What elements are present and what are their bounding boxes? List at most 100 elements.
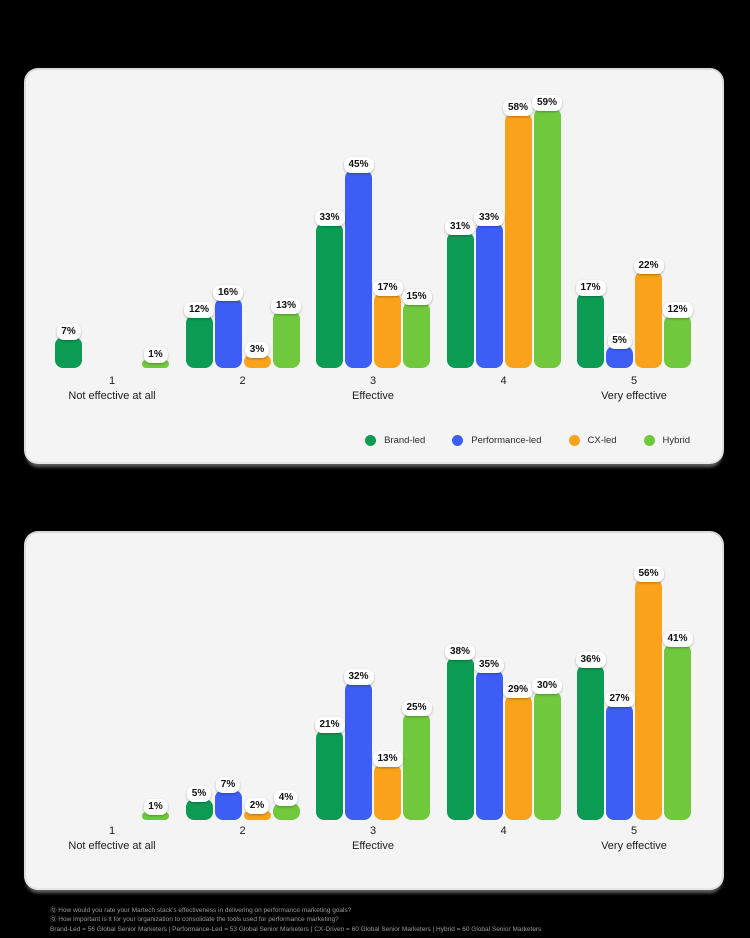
bar-cx-led-cat4: 58% xyxy=(502,99,534,368)
value-label: 36% xyxy=(575,652,606,669)
x-axis-label-3: 3 Effective xyxy=(316,374,430,404)
legend-item-cx-led: CX-led xyxy=(568,435,617,446)
bar-slot: 17% xyxy=(372,280,403,368)
bar-group-4: 38% 35% 29% 30% xyxy=(444,643,563,820)
bar-slot: 59% xyxy=(531,95,563,368)
axis-tick-number: 5 xyxy=(630,375,638,387)
bar-plot-top: 7% 1% 12% 16% 3% 13% 33% 45% 17% 15% 31% 33% 58% 59% 1… xyxy=(55,86,693,368)
bar-slot: 15% xyxy=(401,289,432,368)
bar-hybrid-cat1: 1% xyxy=(142,347,169,368)
value-label: 33% xyxy=(314,209,345,226)
bar-brand-led-cat2: 12% xyxy=(183,302,215,368)
value-label: 5% xyxy=(186,785,212,802)
bar-performance-led-cat4: 33% xyxy=(473,209,505,368)
bar-plot-bottom: 1% 5% 7% 2% 4% 21% 32% 13% 25% 38% 35% 29% 30% 36% 27%… xyxy=(55,558,693,820)
x-axis-label-2: 2 xyxy=(186,374,300,404)
axis-tick-sublabel: Effective xyxy=(352,839,394,852)
bar-performance-led-cat3: 32% xyxy=(343,669,374,820)
footnotes: Ⓠ How would you rate your Martech stack'… xyxy=(50,906,710,934)
bar-group-2: 12% 16% 3% 13% xyxy=(183,284,302,368)
bar-performance-led-cat2: 7% xyxy=(214,776,242,820)
legend-dot-icon xyxy=(643,435,655,446)
value-label: 27% xyxy=(604,690,635,707)
x-axis-label-5: 5 Very effective xyxy=(577,374,691,404)
chart-panel-effectiveness: 7% 1% 12% 16% 3% 13% 33% 45% 17% 15% 31% 33% 58% 59% 1… xyxy=(26,70,722,462)
axis-tick-number: 2 xyxy=(239,825,246,837)
value-label: 2% xyxy=(244,798,270,815)
bar-slot: 1% xyxy=(142,347,169,368)
bar-slot: 36% xyxy=(575,652,606,820)
bar-slot: 25% xyxy=(401,699,432,820)
value-label: 32% xyxy=(343,669,374,686)
x-axis-label-1: 1 Not effective at all xyxy=(55,374,169,404)
value-label: 29% xyxy=(502,682,534,699)
value-label: 3% xyxy=(244,341,270,358)
x-axis-labels-bottom: 1 Not effective at all 2 3 Effective 4 5 Very e… xyxy=(55,824,691,854)
axis-tick-number: 3 xyxy=(369,375,377,387)
legend-label: Performance-led xyxy=(471,435,542,446)
chart-panel-consolidation: 1% 5% 7% 2% 4% 21% 32% 13% 25% 38% 35% 29% 30% 36% 27%… xyxy=(26,533,722,888)
value-label: 17% xyxy=(575,280,606,297)
axis-tick-number: 4 xyxy=(500,375,507,387)
value-label: 41% xyxy=(662,630,693,647)
bar-slot: 5% xyxy=(606,333,633,368)
bar-slot: 29% xyxy=(502,682,534,820)
legend-dot-icon xyxy=(568,435,580,446)
bar-performance-led-cat3: 45% xyxy=(343,157,374,368)
axis-tick-sublabel: Not effective at all xyxy=(68,839,156,852)
value-label: 5% xyxy=(607,333,632,349)
value-label: 12% xyxy=(662,302,693,319)
bar-slot: 13% xyxy=(270,297,302,368)
axis-tick-sublabel: Not effective at all xyxy=(68,389,156,402)
bar-cx-led-cat5: 56% xyxy=(633,566,664,820)
value-label: 1% xyxy=(143,347,168,363)
bar-slot: 32% xyxy=(343,669,374,820)
axis-tick-number: 4 xyxy=(500,825,507,837)
bar-cx-led-cat2: 3% xyxy=(243,341,271,368)
bar-hybrid-cat5: 12% xyxy=(662,302,693,368)
bar-cx-led-cat3: 17% xyxy=(372,280,403,368)
axis-tick-sublabel: Very effective xyxy=(601,389,667,402)
bar-slot: 1% xyxy=(142,799,169,820)
x-axis-label-1: 1 Not effective at all xyxy=(55,824,169,854)
legend-item-hybrid: Hybrid xyxy=(643,435,690,446)
bar-group-2: 5% 7% 2% 4% xyxy=(185,776,300,820)
bar-slot: 17% xyxy=(575,280,606,368)
bar-brand-led-cat4: 38% xyxy=(444,643,476,820)
value-label: 7% xyxy=(56,324,81,341)
legend-item-performance-led: Performance-led xyxy=(452,435,542,446)
bar-performance-led-cat5: 5% xyxy=(606,333,633,368)
x-axis-label-2: 2 xyxy=(186,824,300,854)
legend-dot-icon xyxy=(365,435,377,446)
bar-performance-led-cat4: 35% xyxy=(473,656,505,820)
value-label: 56% xyxy=(633,566,664,583)
value-label: 58% xyxy=(502,99,534,116)
axis-tick-number: 1 xyxy=(108,825,116,837)
bar-brand-led-cat5: 17% xyxy=(575,280,606,368)
bar-brand-led-cat5: 36% xyxy=(575,652,606,820)
bar-slot: 31% xyxy=(444,218,476,368)
bar-slot: 2% xyxy=(243,798,271,820)
bar-slot: 16% xyxy=(212,284,244,368)
bar-slot: 7% xyxy=(55,324,82,368)
value-label: 31% xyxy=(444,218,476,235)
bar-brand-led-cat4: 31% xyxy=(444,218,476,368)
x-axis-label-4: 4 xyxy=(447,824,561,854)
value-label: 15% xyxy=(401,289,432,305)
legend-label: CX-led xyxy=(587,435,617,446)
axis-tick-number: 2 xyxy=(239,375,246,387)
value-label: 59% xyxy=(531,95,563,112)
bar-hybrid-cat3: 25% xyxy=(401,699,432,820)
bar-hybrid-cat3: 15% xyxy=(401,289,432,368)
bar-performance-led-cat2: 16% xyxy=(212,284,244,368)
value-label: 17% xyxy=(372,280,403,297)
bar-cx-led-cat5: 22% xyxy=(633,258,664,368)
axis-tick-sublabel: Effective xyxy=(352,389,394,402)
bar-hybrid-cat4: 59% xyxy=(531,95,563,368)
value-label: 12% xyxy=(183,302,215,319)
value-label: 45% xyxy=(343,157,374,173)
footnote-sample-sizes: Brand-Led = 56 Global Senior Marketers |… xyxy=(50,925,542,933)
bar-hybrid-cat5: 41% xyxy=(662,630,693,820)
bar-slot: 12% xyxy=(662,302,693,368)
bar-slot: 45% xyxy=(343,157,374,368)
